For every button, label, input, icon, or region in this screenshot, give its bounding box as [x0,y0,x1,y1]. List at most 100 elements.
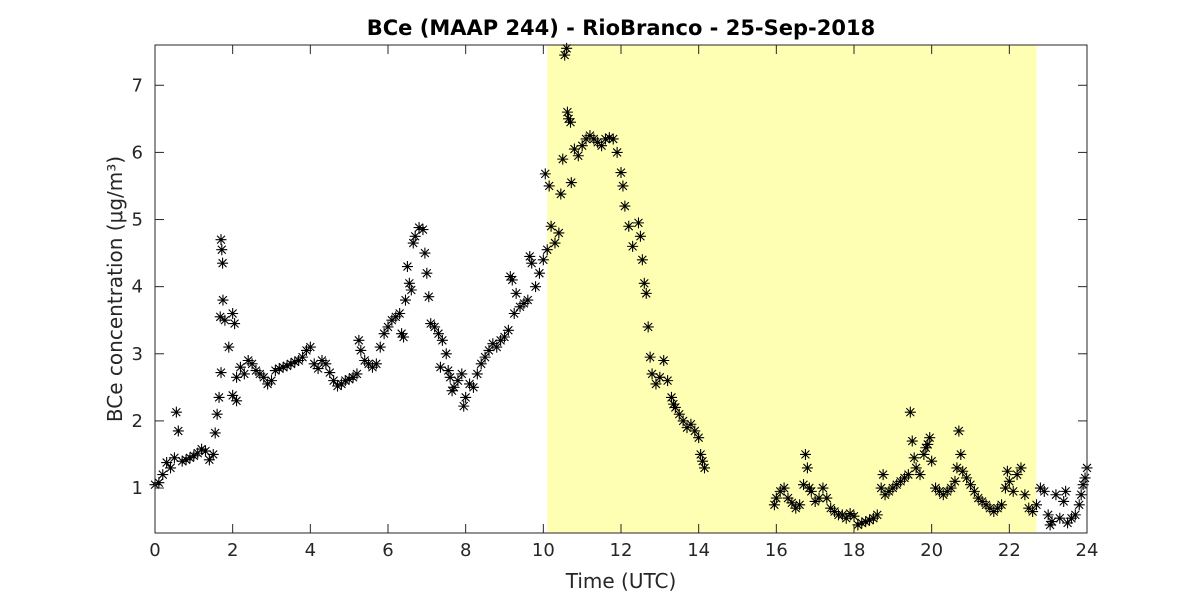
data-point [238,368,250,380]
data-point [188,450,200,462]
data-point [665,391,677,403]
data-point [281,360,293,372]
data-point [378,328,390,340]
data-point [968,485,980,497]
data-point [297,351,309,363]
data-point [848,510,860,522]
data-point [374,341,386,353]
data-point [856,517,868,529]
data-point [545,220,557,232]
data-point [568,143,580,155]
data-point [266,375,277,387]
data-point [658,354,670,366]
data-point [557,153,569,165]
data-point [231,371,243,383]
data-point [203,454,215,466]
data-point [813,492,825,504]
data-point [576,140,588,152]
data-point [965,479,976,491]
data-point [448,381,460,393]
data-point [409,230,421,242]
data-point [599,133,611,145]
data-point [553,227,565,239]
data-point [918,448,930,460]
data-point [786,497,798,509]
data-point [801,462,813,474]
data-point [394,308,406,320]
data-point [382,321,394,333]
data-point [506,274,518,286]
data-point [799,448,811,460]
data-point [539,168,551,180]
data-point [530,281,542,293]
data-point [669,401,681,413]
data-point [479,351,491,363]
data-point [572,150,584,162]
data-point [522,294,534,306]
y-tick-label: 6 [132,142,143,163]
data-point [405,284,417,296]
data-point [1050,489,1062,501]
data-point [401,261,413,273]
data-point [165,462,177,474]
x-axis-label: Time (UTC) [565,569,677,593]
data-point [1058,495,1070,507]
data-point [638,277,650,289]
data-point [770,492,782,504]
data-point [1046,516,1058,528]
data-point [396,328,408,340]
data-point [423,291,435,303]
data-point [421,267,433,279]
data-point [199,445,211,457]
data-point [615,167,627,179]
data-point [904,406,916,418]
data-point [565,116,577,128]
y-tick-label: 3 [132,344,143,365]
data-point [924,432,936,444]
data-point [634,230,646,242]
data-point [436,334,448,346]
data-point [798,479,810,491]
data-point [214,311,226,323]
data-points [149,42,1093,531]
data-point [596,140,608,152]
data-point [508,308,520,320]
data-point [246,358,258,370]
y-tick-label: 7 [132,75,143,96]
x-tick-label: 14 [687,540,710,561]
highlight-region [547,45,1037,533]
data-point [782,492,794,504]
data-point [677,415,689,427]
data-point [231,395,243,407]
data-point [471,368,483,380]
data-point [902,469,914,481]
data-point [277,361,289,373]
data-point [491,341,503,353]
data-point [693,432,705,444]
data-point [456,368,468,380]
data-point [332,380,344,392]
data-point [304,341,316,353]
data-point [446,385,458,397]
data-point [429,321,441,333]
data-point [399,294,411,306]
data-point [172,425,184,437]
data-point [460,391,472,403]
data-point [432,328,444,340]
data-point [1060,485,1072,497]
x-tick-label: 8 [460,540,471,561]
data-point [642,321,654,333]
data-point [434,361,446,373]
data-point [945,482,957,494]
chart-title: BCe (MAAP 244) - RioBranco - 25-Sep-2018 [367,16,875,40]
data-point [646,368,658,380]
data-point [161,457,173,469]
x-tick-label: 22 [998,540,1021,561]
data-point [617,180,629,192]
data-point [157,469,169,481]
data-point [153,477,165,489]
data-point [524,250,536,262]
data-point [339,375,351,387]
data-point [877,469,889,481]
